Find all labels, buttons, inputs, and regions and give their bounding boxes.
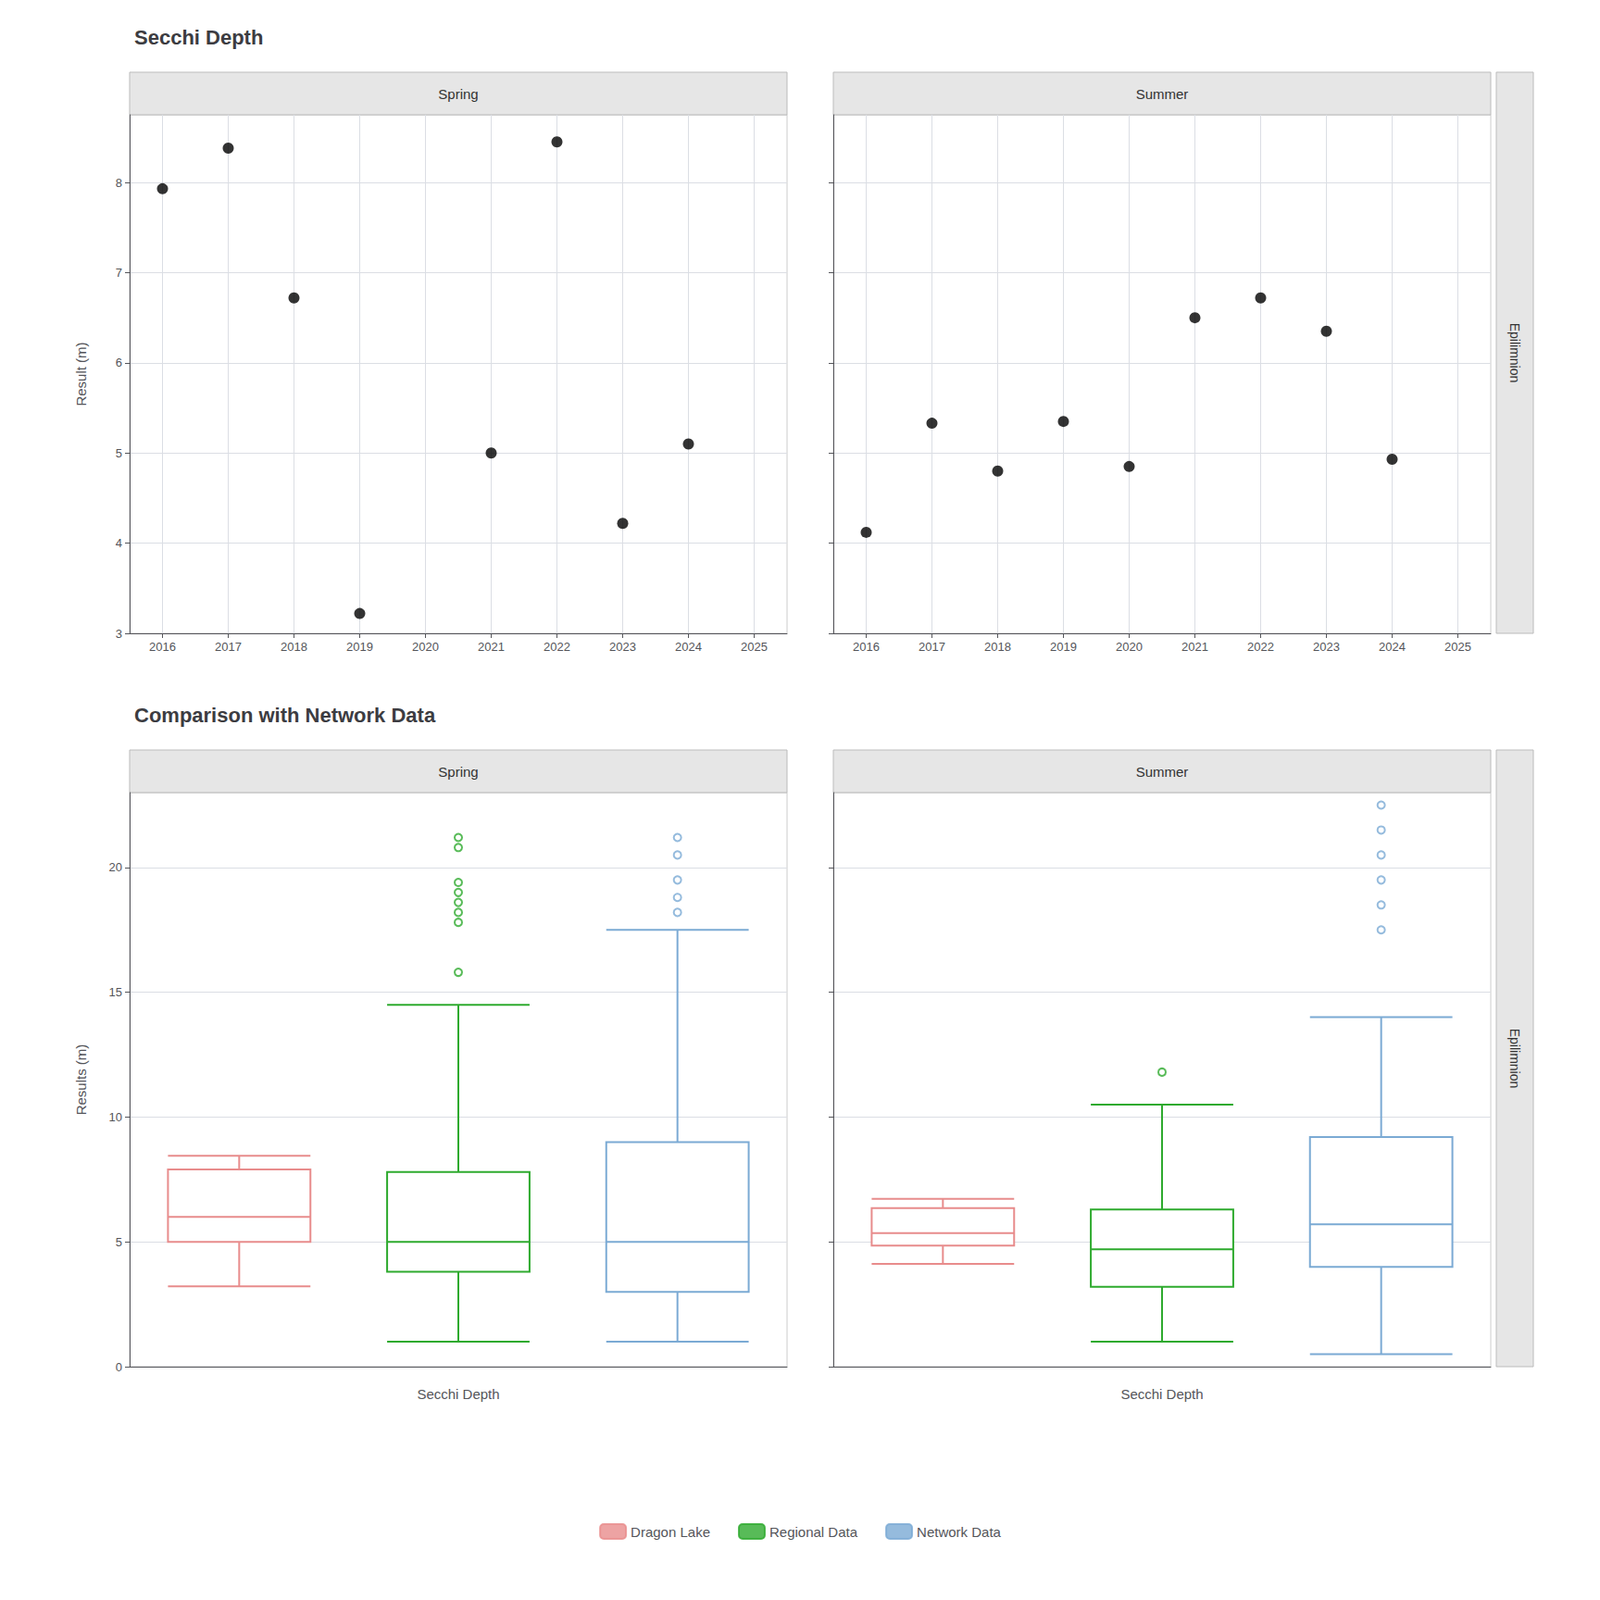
svg-text:2019: 2019 xyxy=(346,639,374,654)
svg-text:2016: 2016 xyxy=(149,639,176,654)
svg-text:2018: 2018 xyxy=(984,639,1012,654)
svg-text:10: 10 xyxy=(109,1110,123,1125)
svg-text:2018: 2018 xyxy=(280,639,308,654)
svg-text:2020: 2020 xyxy=(412,639,439,654)
svg-text:2019: 2019 xyxy=(1050,639,1077,654)
svg-text:2023: 2023 xyxy=(609,639,637,654)
svg-text:7: 7 xyxy=(115,265,123,280)
svg-text:Network Data: Network Data xyxy=(916,1524,1002,1540)
svg-text:Epilimnion: Epilimnion xyxy=(1507,323,1523,384)
svg-text:8: 8 xyxy=(115,175,123,190)
svg-text:Result (m): Result (m) xyxy=(73,341,89,406)
svg-text:Spring: Spring xyxy=(437,763,478,780)
svg-text:Secchi Depth: Secchi Depth xyxy=(416,1386,500,1402)
svg-text:2022: 2022 xyxy=(1247,639,1275,654)
svg-text:2024: 2024 xyxy=(1378,639,1406,654)
svg-text:Summer: Summer xyxy=(1136,86,1189,102)
svg-text:2016: 2016 xyxy=(852,639,880,654)
svg-text:2023: 2023 xyxy=(1312,639,1340,654)
svg-text:2025: 2025 xyxy=(740,639,768,654)
svg-text:Spring: Spring xyxy=(437,86,478,102)
svg-text:2024: 2024 xyxy=(675,639,702,654)
svg-text:Dragon Lake: Dragon Lake xyxy=(630,1524,711,1540)
svg-text:5: 5 xyxy=(115,446,123,461)
svg-text:Secchi Depth: Secchi Depth xyxy=(1120,1386,1203,1402)
svg-text:4: 4 xyxy=(115,536,123,550)
svg-text:2017: 2017 xyxy=(918,639,946,654)
svg-text:5: 5 xyxy=(115,1235,123,1250)
svg-text:2020: 2020 xyxy=(1115,639,1143,654)
svg-text:3: 3 xyxy=(115,626,123,641)
svg-text:Regional Data: Regional Data xyxy=(769,1524,859,1540)
svg-text:2022: 2022 xyxy=(543,639,571,654)
svg-text:2025: 2025 xyxy=(1444,639,1472,654)
svg-text:Summer: Summer xyxy=(1136,763,1189,780)
svg-text:Epilimnion: Epilimnion xyxy=(1507,1028,1523,1089)
svg-text:20: 20 xyxy=(109,860,123,875)
svg-text:Comparison with Network Data: Comparison with Network Data xyxy=(134,703,437,727)
svg-text:0: 0 xyxy=(115,1360,123,1375)
svg-text:Results (m): Results (m) xyxy=(73,1044,89,1116)
svg-text:2021: 2021 xyxy=(477,639,505,654)
svg-text:2017: 2017 xyxy=(214,639,242,654)
svg-text:6: 6 xyxy=(115,355,123,370)
svg-text:15: 15 xyxy=(109,985,123,1000)
svg-text:Secchi Depth: Secchi Depth xyxy=(134,25,263,50)
svg-text:2021: 2021 xyxy=(1181,639,1209,654)
